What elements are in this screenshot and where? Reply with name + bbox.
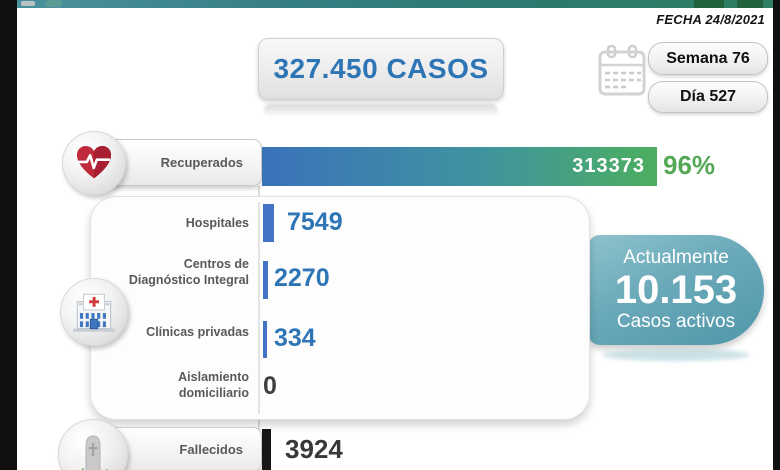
diagnostic-centers-value: 2270 — [274, 264, 330, 292]
axis-line-segment — [258, 186, 260, 196]
total-cases-reflection — [264, 104, 498, 117]
private-clinics-label: Clínicas privadas — [146, 325, 249, 339]
right-black-border — [773, 0, 780, 470]
calendar-icon — [598, 44, 646, 96]
week-badge: Semana 76 — [648, 42, 768, 75]
axis-line-segment — [258, 420, 260, 432]
top-teal-strip — [17, 0, 773, 8]
active-cases-badge: Actualmente 10.153 Casos activos — [588, 235, 764, 345]
deceased-icon-circle — [58, 419, 128, 470]
recovered-value: 313373 — [572, 155, 645, 177]
active-cases-panel: Hospitales 7549 Centros de Diagnóstico I… — [90, 196, 590, 420]
left-black-border — [0, 0, 17, 470]
cropped-logo-artifact — [45, 0, 62, 7]
recovered-bar: 313373 — [262, 147, 657, 186]
active-cases-value: 10.153 — [614, 268, 738, 312]
top-strip-green-patch — [737, 0, 763, 8]
recovered-percent: 96% — [663, 150, 716, 180]
recovered-icon-circle — [62, 131, 126, 195]
tombstone-icon — [81, 435, 108, 470]
date-label: FECHA 24/8/2021 — [656, 12, 765, 27]
hospitals-bar — [263, 204, 274, 242]
day-badge-label: Día 527 — [679, 88, 737, 105]
private-clinics-bar — [263, 321, 267, 358]
recovered-label-box: Recuperados — [96, 139, 262, 186]
active-cases-badge-reflection — [602, 349, 750, 361]
home-isolation-label: Aislamiento domiciliario — [178, 370, 249, 400]
recovered-label: Recuperados — [160, 155, 243, 170]
total-cases-value: 327.450 CASOS — [273, 53, 489, 84]
diagnostic-centers-label: Centros de Diagnóstico Integral — [128, 257, 249, 287]
active-cases-caption-top: Actualmente — [623, 247, 729, 269]
top-strip-green-patch — [694, 0, 724, 8]
week-badge-label: Semana 76 — [666, 49, 750, 67]
deceased-bar — [262, 429, 271, 470]
hospitals-label: Hospitales — [185, 216, 249, 230]
active-cases-caption-bottom: Casos activos — [616, 311, 736, 332]
deceased-label: Fallecidos — [179, 442, 243, 457]
deceased-value: 3924 — [285, 434, 343, 464]
day-badge: Día 527 — [648, 81, 768, 113]
total-cases-box: 327.450 CASOS — [258, 38, 504, 100]
heartbeat-heart-icon — [76, 145, 112, 179]
diagnostic-centers-bar — [263, 261, 268, 299]
cropped-logo-artifact — [21, 1, 35, 6]
private-clinics-value: 334 — [274, 324, 316, 352]
hospital-building-icon — [73, 293, 115, 332]
home-isolation-value: 0 — [263, 372, 277, 400]
hospital-icon-circle — [60, 278, 128, 346]
panel-axis-line — [258, 202, 260, 414]
hospitals-value: 7549 — [287, 208, 343, 236]
